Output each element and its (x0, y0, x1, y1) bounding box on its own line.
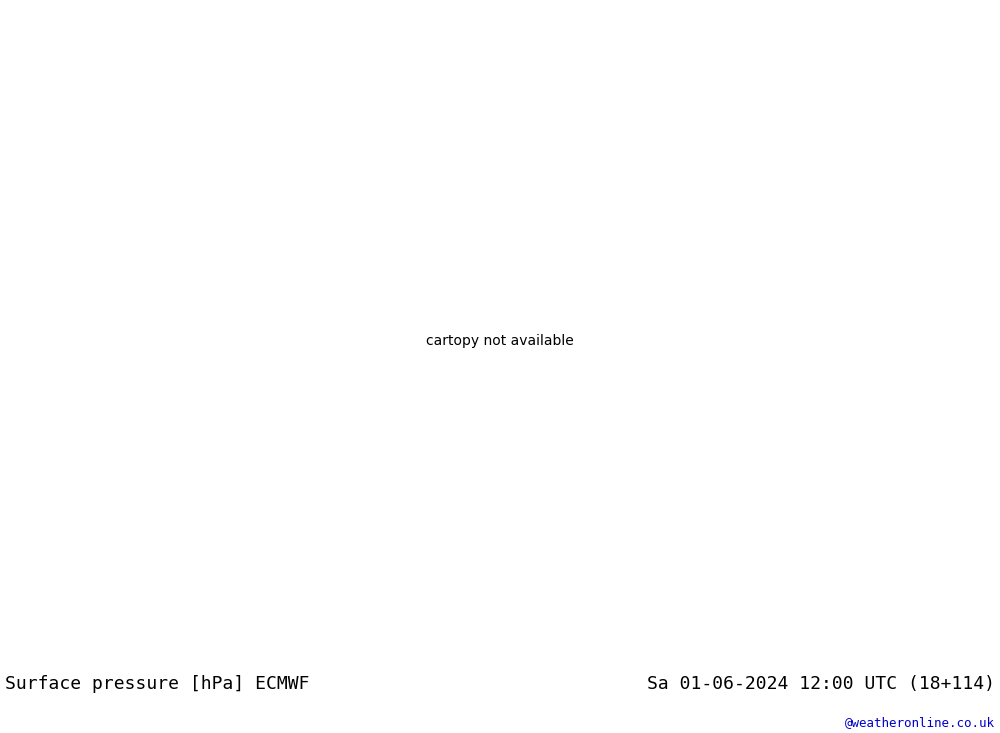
Text: Sa 01-06-2024 12:00 UTC (18+114): Sa 01-06-2024 12:00 UTC (18+114) (647, 674, 995, 693)
Text: cartopy not available: cartopy not available (426, 334, 574, 348)
Text: Surface pressure [hPa] ECMWF: Surface pressure [hPa] ECMWF (5, 674, 310, 693)
Text: @weatheronline.co.uk: @weatheronline.co.uk (845, 716, 995, 729)
